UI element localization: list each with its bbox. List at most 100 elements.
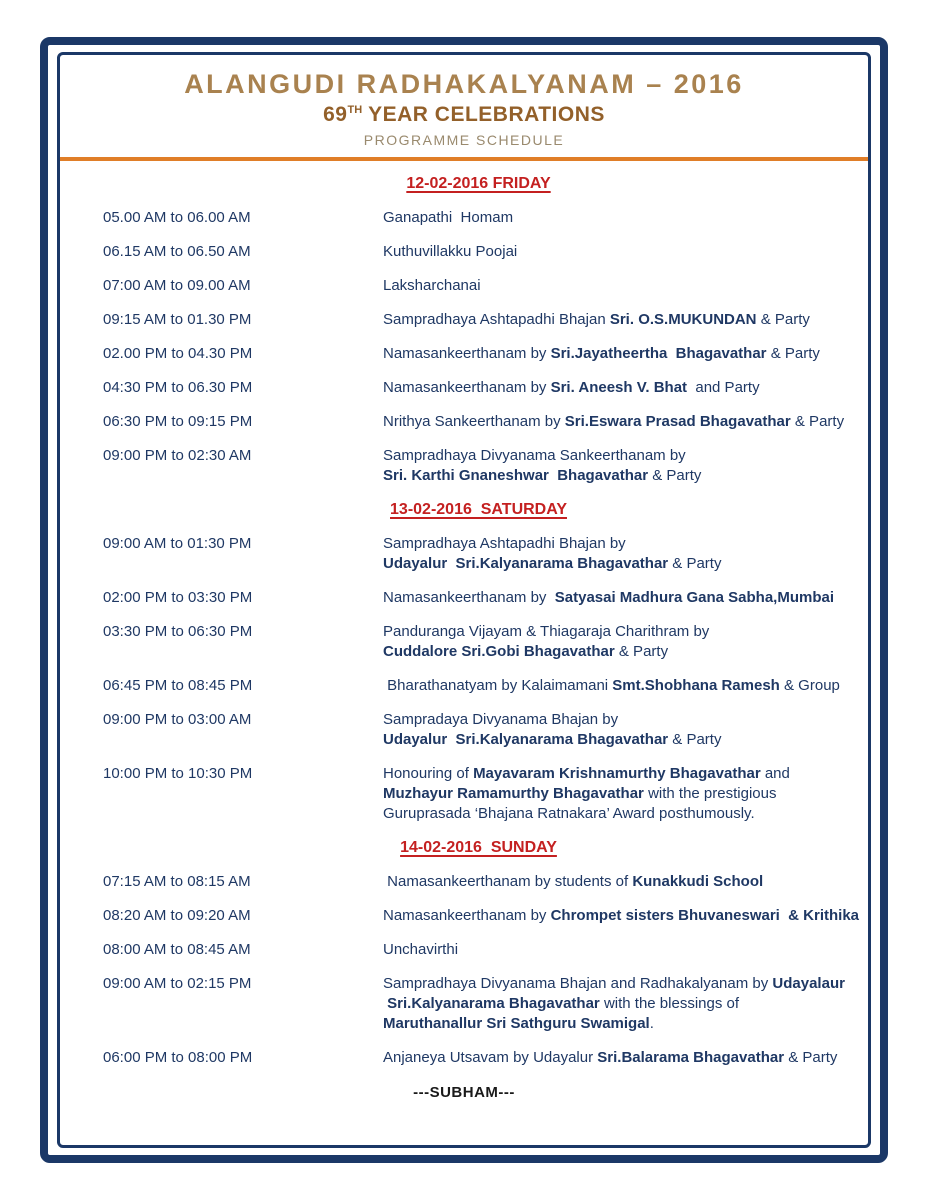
event-text: & Party [668, 555, 722, 572]
schedule-row: 06.15 AM to 06.50 AM Kuthuvillakku Poojai [103, 242, 854, 262]
description-cell: Unchavirthi [383, 940, 854, 960]
schedule-row: 05.00 AM to 06.00 AM Ganapathi Homam [103, 208, 854, 228]
description-line: Udayalur Sri.Kalyanarama Bhagavathar & P… [383, 554, 854, 574]
time-cell: 10:00 PM to 10:30 PM [103, 765, 253, 782]
description-cell: Namasankeerthanam by Sri.Jayatheertha Bh… [383, 344, 854, 364]
description-cell: Nrithya Sankeerthanam by Sri.Eswara Pras… [383, 412, 854, 432]
schedule-row: 08:20 AM to 09:20 AM Namasankeerthanam by… [103, 906, 859, 926]
event-text: & Party [648, 467, 702, 484]
performer-name: Satyasai Madhura Gana Sabha,Mumbai [554, 589, 835, 606]
description-line: Namasankeerthanam by Chrompet sisters Bh… [383, 906, 859, 926]
event-text: Namasankeerthanam by [383, 907, 551, 924]
time-cell: 09:00 AM to 02:15 PM [103, 975, 252, 992]
time-cell: 04:30 PM to 06.30 PM [103, 379, 253, 396]
event-text: Namasankeerthanam by students of [383, 873, 633, 890]
schedule-row: 08:00 AM to 08:45 AM Unchavirthi [103, 940, 854, 960]
time-cell: 06:30 PM to 09:15 PM [103, 413, 253, 430]
description-line: Ganapathi Homam [383, 208, 854, 228]
description-line: Unchavirthi [383, 940, 854, 960]
description-line: Cuddalore Sri.Gobi Bhagavathar & Party [383, 642, 854, 662]
description-line: Anjaneya Utsavam by Udayalur Sri.Balaram… [383, 1048, 854, 1068]
description-cell: Namasankeerthanam by students of Kunakku… [383, 872, 854, 892]
description-line: Kuthuvillakku Poojai [383, 242, 854, 262]
event-text: Laksharchanai [383, 277, 481, 294]
event-text: & Group [779, 677, 840, 694]
event-text: Sampradhaya Ashtapadhi Bhajan by [383, 535, 626, 552]
description-line: Honouring of Mayavaram Krishnamurthy Bha… [383, 764, 854, 784]
date-heading-text: 14-02-2016 SUNDAY [400, 839, 557, 856]
description-line: Namasankeerthanam by Satyasai Madhura Ga… [383, 588, 854, 608]
header-caption: PROGRAMME SCHEDULE [363, 132, 565, 148]
description-line: Namasankeerthanam by students of Kunakku… [383, 872, 854, 892]
schedule-row: 07:15 AM to 08:15 AM Namasankeerthanam b… [103, 872, 854, 892]
event-text: Unchavirthi [383, 941, 459, 958]
document-header: ALANGUDI RADHAKALYANAM – 2016 69TH YEAR … [60, 69, 868, 148]
time-cell: 02:00 PM to 03:30 PM [103, 589, 253, 606]
time-cell: 09:00 PM to 03:00 AM [103, 711, 252, 728]
description-line: Muzhayur Ramamurthy Bhagavathar with the… [383, 784, 854, 804]
schedule-row: 02:00 PM to 03:30 PM Namasankeerthanam by… [103, 588, 854, 608]
event-text: Guruprasada ‘Bhajana Ratnakara’ Award po… [383, 805, 755, 822]
time-cell: 03:30 PM to 06:30 PM [103, 623, 253, 640]
description-cell: Bharathanatyam by Kalaimamani Smt.Shobha… [383, 676, 854, 696]
event-text: Namasankeerthanam by [383, 589, 555, 606]
event-text: with the prestigious [643, 785, 777, 802]
description-cell: Sampradhaya Divyanama Bhajan and Radhaka… [383, 974, 854, 1034]
schedule-row: 09:00 PM to 03:00 AM Sampradaya Divyanama… [103, 710, 854, 750]
event-text: Sampradhaya Divyanama Bhajan and Radhaka… [383, 975, 773, 992]
schedule-row: 04:30 PM to 06.30 PM Namasankeerthanam by… [103, 378, 854, 398]
schedule-row: 07:00 AM to 09.00 AM Laksharchanai [103, 276, 854, 296]
subtitle: 69TH YEAR CELEBRATIONS [60, 103, 868, 127]
description-cell: Namasankeerthanam by Sri. Aneesh V. Bhat… [383, 378, 854, 398]
description-line: Guruprasada ‘Bhajana Ratnakara’ Award po… [383, 804, 854, 824]
description-line: Bharathanatyam by Kalaimamani Smt.Shobha… [383, 676, 854, 696]
description-cell: Panduranga Vijayam & Thiagaraja Charithr… [383, 622, 854, 662]
event-text: Nrithya Sankeerthanam by [383, 413, 565, 430]
event-text: Honouring of [383, 765, 474, 782]
schedule-row: 09:00 PM to 02:30 AM Sampradhaya Divyanam… [103, 446, 854, 486]
description-line: Sampradhaya Ashtapadhi Bhajan Sri. O.S.M… [383, 310, 854, 330]
event-text: with the blessings of [599, 995, 740, 1012]
time-cell: 09:00 AM to 01:30 PM [103, 535, 252, 552]
performer-name: Sri. O.S.MUKUNDAN [609, 311, 757, 328]
time-cell: 07:15 AM to 08:15 AM [103, 873, 251, 890]
description-cell: Namasankeerthanam by Chrompet sisters Bh… [383, 906, 859, 926]
page-title: ALANGUDI RADHAKALYANAM – 2016 [184, 69, 744, 99]
event-text: . [649, 1015, 654, 1032]
event-text: Ganapathi Homam [383, 209, 514, 226]
performer-name: Cuddalore Sri.Gobi Bhagavathar [383, 643, 615, 660]
performer-name: Muzhayur Ramamurthy Bhagavathar [383, 785, 644, 802]
description-line: Sampradhaya Divyanama Bhajan and Radhaka… [383, 974, 854, 994]
event-text: & Party [784, 1049, 838, 1066]
description-cell: Kuthuvillakku Poojai [383, 242, 854, 262]
subtitle-year-text: YEAR CELEBRATIONS [362, 103, 605, 126]
event-text: Bharathanatyam by Kalaimamani [383, 677, 613, 694]
description-line: Sri.Kalyanarama Bhagavathar with the ble… [383, 994, 854, 1014]
event-text: & Party [756, 311, 810, 328]
performer-name: Sri.Balarama Bhagavathar [597, 1049, 785, 1066]
description-cell: Honouring of Mayavaram Krishnamurthy Bha… [383, 764, 854, 824]
performer-name: Maruthanallur Sri Sathguru Swamigal [383, 1015, 650, 1032]
subtitle-year-number: 69 [323, 103, 348, 126]
event-text: Anjaneya Utsavam by Udayalur [383, 1049, 598, 1066]
performer-name: Smt.Shobhana Ramesh [612, 677, 780, 694]
decorative-border-inner: ALANGUDI RADHAKALYANAM – 2016 69TH YEAR … [57, 52, 871, 1148]
description-line: Sampradhaya Divyanama Sankeerthanam by [383, 446, 854, 466]
description-cell: Laksharchanai [383, 276, 854, 296]
event-text: and Party [687, 379, 760, 396]
time-cell: 02.00 PM to 04.30 PM [103, 345, 253, 362]
event-text: & Party [614, 643, 669, 660]
schedule-row: 06:45 PM to 08:45 PM Bharathanatyam by K… [103, 676, 854, 696]
description-line: Maruthanallur Sri Sathguru Swamigal. [383, 1014, 854, 1034]
performer-name: Sri. Karthi Gnaneshwar Bhagavathar [383, 467, 649, 484]
event-text: Panduranga Vijayam & Thiagaraja Charithr… [383, 623, 710, 640]
event-text: Sampradaya Divyanama Bhajan by [383, 711, 619, 728]
description-line: Namasankeerthanam by Sri.Jayatheertha Bh… [383, 344, 854, 364]
event-text: Namasankeerthanam by [383, 345, 551, 362]
description-line: Udayalur Sri.Kalyanarama Bhagavathar & P… [383, 730, 854, 750]
date-heading: 14-02-2016 SUNDAY [103, 838, 854, 858]
schedule-row: 03:30 PM to 06:30 PM Panduranga Vijayam &… [103, 622, 854, 662]
event-text: & Party [766, 345, 820, 362]
description-cell: Anjaneya Utsavam by Udayalur Sri.Balaram… [383, 1048, 854, 1068]
